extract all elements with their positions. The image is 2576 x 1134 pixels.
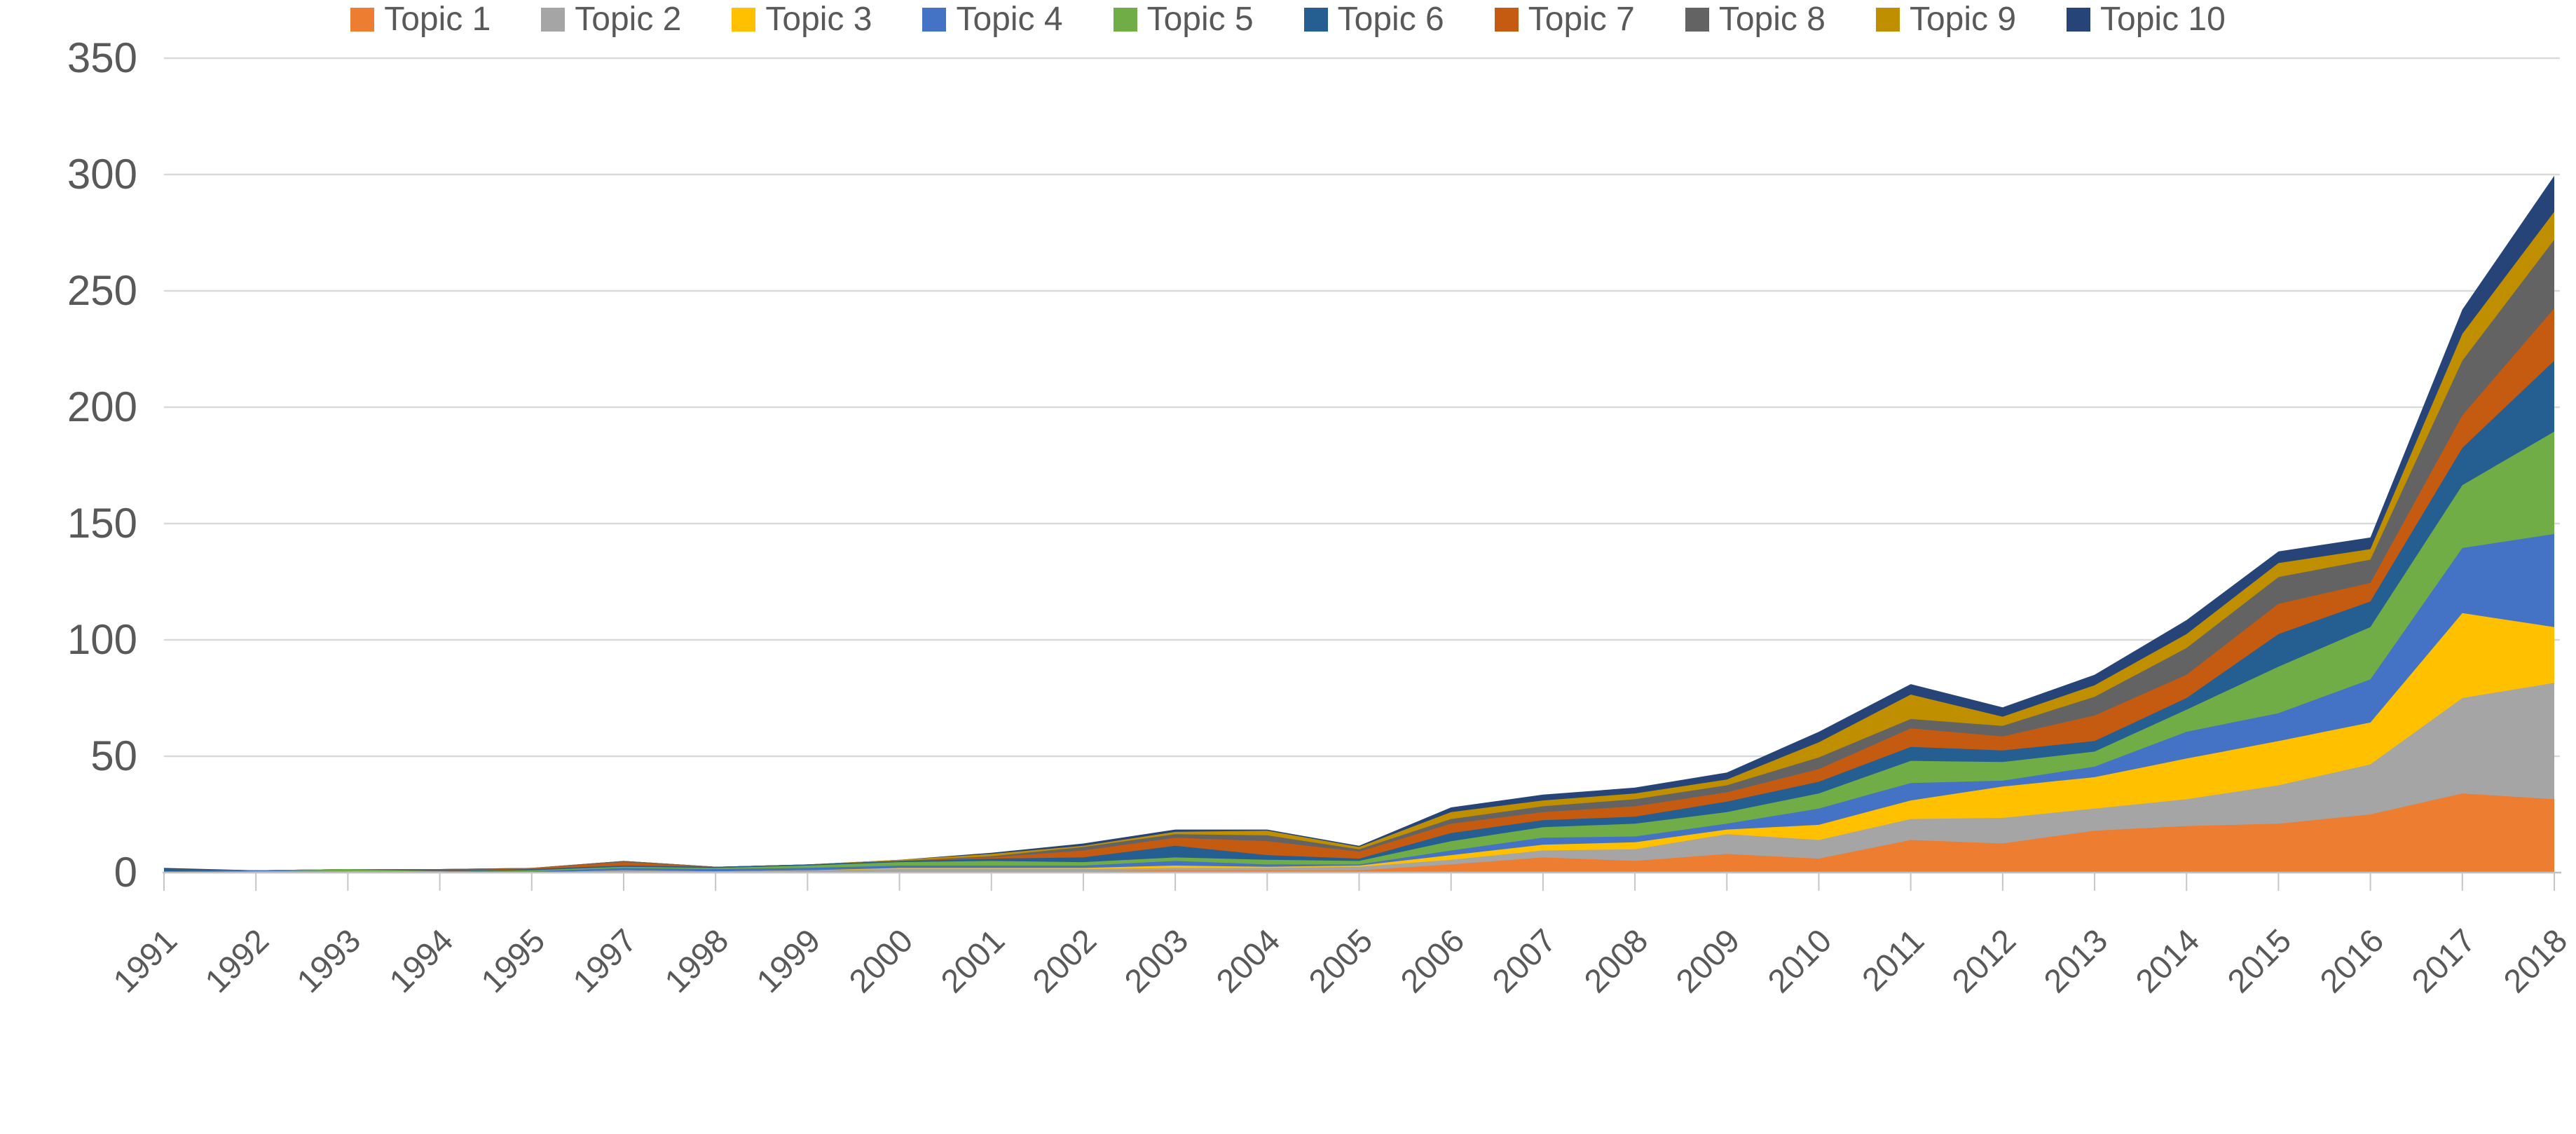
legend-item-topic-9: Topic 9 — [1875, 0, 2017, 39]
legend-swatch-icon — [2067, 7, 2091, 32]
area-series-topic-5 — [164, 431, 2554, 873]
y-axis-tick-label: 100 — [67, 616, 137, 663]
area-series-group — [164, 175, 2554, 873]
gridlines — [164, 57, 2560, 758]
y-axis-tick-label: 350 — [67, 34, 137, 81]
y-axis-tick-label: 300 — [67, 151, 137, 198]
legend-item-topic-10: Topic 10 — [2067, 0, 2226, 39]
legend-label: Topic 1 — [384, 1, 491, 38]
y-axis-tick-label: 150 — [67, 500, 137, 547]
x-axis — [163, 871, 2561, 891]
legend-item-topic-8: Topic 8 — [1685, 0, 1825, 39]
area-series-topic-10 — [164, 175, 2554, 873]
y-axis-tick-label: 50 — [90, 732, 137, 779]
legend-item-topic-4: Topic 4 — [922, 0, 1063, 39]
legend-label: Topic 6 — [1337, 1, 1444, 38]
area-series-topic-2 — [164, 683, 2554, 873]
legend-swatch-icon — [1685, 7, 1709, 32]
area-series-topic-3 — [164, 613, 2554, 873]
legend-item-topic-3: Topic 3 — [732, 0, 872, 39]
legend-item-topic-5: Topic 5 — [1113, 0, 1254, 39]
legend-item-topic-1: Topic 1 — [350, 0, 491, 39]
legend-swatch-icon — [1875, 7, 1900, 32]
legend-item-topic-2: Topic 2 — [541, 0, 681, 39]
legend-label: Topic 8 — [1718, 1, 1825, 38]
legend-swatch-icon — [732, 7, 756, 32]
legend-swatch-icon — [541, 7, 566, 32]
area-series-topic-1 — [164, 793, 2554, 873]
legend-label: Topic 9 — [1909, 1, 2017, 38]
legend-label: Topic 5 — [1146, 1, 1254, 38]
y-axis-tick-label: 250 — [67, 267, 137, 314]
legend-label: Topic 10 — [2100, 1, 2226, 38]
legend-item-topic-7: Topic 7 — [1494, 0, 1635, 39]
legend-label: Topic 7 — [1528, 1, 1635, 38]
legend-swatch-icon — [922, 7, 947, 32]
legend-item-topic-6: Topic 6 — [1303, 0, 1444, 39]
legend-label: Topic 3 — [765, 1, 872, 38]
y-axis-tick-label: 0 — [114, 849, 137, 896]
area-series-topic-4 — [164, 533, 2554, 873]
legend-swatch-icon — [1113, 7, 1137, 32]
legend-label: Topic 2 — [575, 1, 682, 38]
chart-legend: Topic 1 Topic 2 Topic 3 Topic 4 Topic 5 Topic… — [0, 0, 2576, 39]
legend-swatch-icon — [1303, 7, 1328, 32]
area-series-topic-9 — [164, 212, 2554, 873]
legend-swatch-icon — [1494, 7, 1519, 32]
legend-label: Topic 4 — [956, 1, 1063, 38]
y-axis-tick-label: 200 — [67, 383, 137, 430]
legend-swatch-icon — [350, 7, 375, 32]
